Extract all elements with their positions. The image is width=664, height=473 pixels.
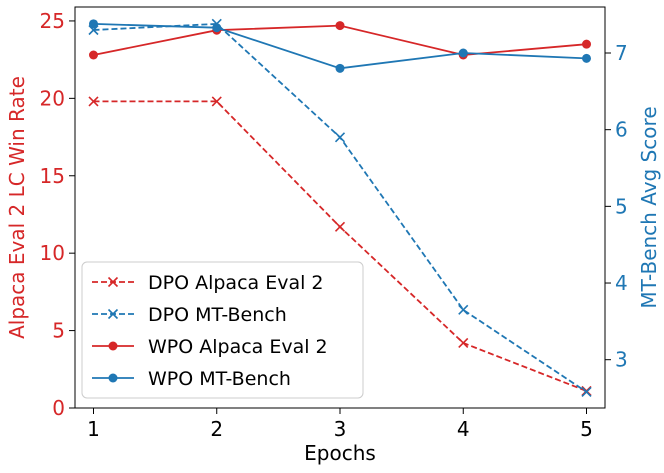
- right-y-tick-label: 6: [615, 118, 628, 142]
- x-marker-stroke: [211, 96, 222, 107]
- data-point-wpo-alpaca-eval-2: [582, 39, 592, 49]
- data-point-wpo-mt-bench: [582, 53, 592, 63]
- left-y-tick-label: 20: [40, 86, 65, 110]
- legend-label-wpo-mt-bench: WPO MT-Bench: [148, 368, 291, 390]
- left-y-tick-label: 10: [40, 241, 65, 265]
- right-y-tick-label: 7: [615, 41, 628, 65]
- x-marker-stroke: [581, 386, 592, 397]
- x-marker-stroke: [107, 308, 119, 320]
- legend-label-dpo-alpaca-eval-2: DPO Alpaca Eval 2: [148, 272, 324, 294]
- left-y-tick-label: 15: [40, 164, 65, 188]
- data-point-dpo-alpaca-eval-2: [88, 96, 99, 107]
- data-point-dpo-mt-bench: [334, 132, 346, 143]
- legend-marker-wpo-alpaca-eval-2: [108, 341, 118, 351]
- left-y-tick-label: 5: [52, 319, 65, 343]
- data-point-dpo-mt-bench: [458, 304, 469, 315]
- legend-marker-dpo-mt-bench: [107, 308, 119, 320]
- data-point-wpo-mt-bench: [335, 63, 345, 73]
- data-point-dpo-mt-bench: [581, 386, 592, 397]
- legend-label-dpo-mt-bench: DPO MT-Bench: [148, 304, 287, 326]
- legend-label-wpo-alpaca-eval-2: WPO Alpaca Eval 2: [148, 336, 328, 358]
- left-y-tick-label: 25: [40, 9, 65, 33]
- x-marker-stroke: [107, 276, 119, 288]
- data-point-wpo-mt-bench: [458, 48, 468, 58]
- x-marker-stroke: [334, 132, 346, 143]
- x-tick-label: 5: [580, 417, 593, 441]
- x-marker-stroke: [88, 96, 99, 107]
- x-marker-stroke: [458, 304, 469, 315]
- data-point-wpo-mt-bench: [88, 19, 98, 29]
- series-line-wpo-mt-bench: [93, 23, 587, 70]
- x-axis-label: Epochs: [304, 441, 376, 465]
- legend-box: [81, 261, 364, 399]
- data-point-dpo-alpaca-eval-2: [458, 337, 469, 349]
- right-y-axis-label: MT-Bench Avg Score: [637, 106, 661, 308]
- data-point-dpo-alpaca-eval-2: [334, 221, 346, 232]
- x-tick-label: 1: [87, 417, 100, 441]
- data-point-wpo-alpaca-eval-2: [335, 21, 345, 31]
- data-point-dpo-alpaca-eval-2: [211, 96, 222, 107]
- right-y-tick-label: 5: [615, 194, 628, 218]
- right-y-tick-label: 4: [615, 271, 628, 295]
- left-y-tick-label: 0: [52, 396, 65, 420]
- left-y-axis-label: Alpaca Eval 2 LC Win Rate: [5, 76, 29, 339]
- data-point-wpo-alpaca-eval-2: [88, 50, 98, 60]
- x-marker-stroke: [334, 221, 346, 232]
- x-tick-label: 4: [457, 417, 470, 441]
- legend-marker-dpo-alpaca-eval-2: [107, 276, 119, 288]
- legend-marker-wpo-mt-bench: [108, 373, 118, 383]
- x-tick-label: 2: [210, 417, 223, 441]
- x-marker-stroke: [458, 337, 469, 349]
- right-y-tick-label: 3: [615, 348, 628, 372]
- x-tick-label: 3: [334, 417, 347, 441]
- data-point-wpo-mt-bench: [212, 23, 222, 33]
